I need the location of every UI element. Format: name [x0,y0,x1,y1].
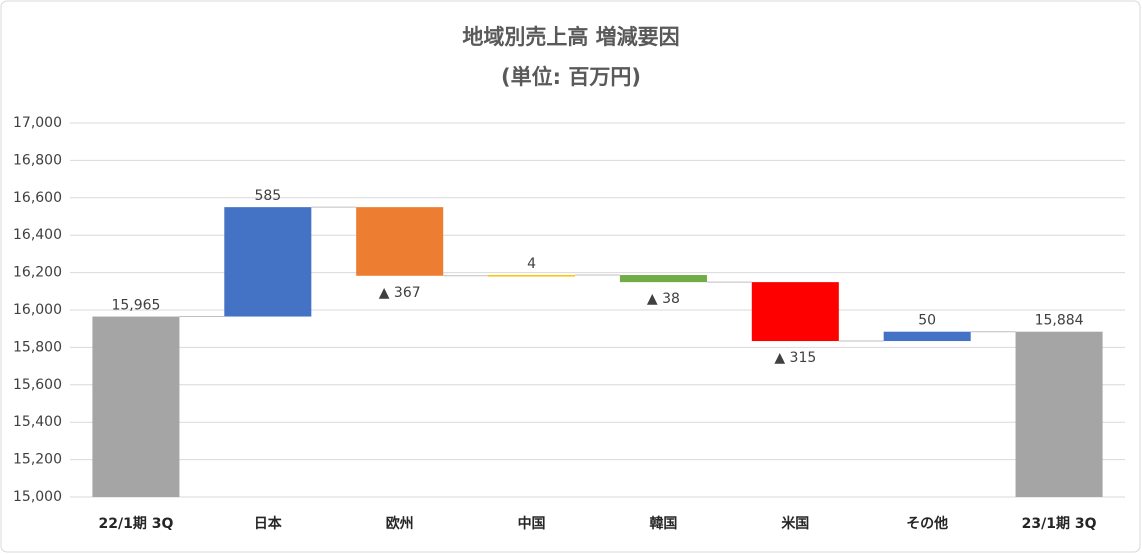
data-label: 585 [254,188,281,204]
bar [751,282,839,342]
y-tick-label: 15,800 [13,339,62,355]
bar [92,316,180,497]
bar [1015,331,1103,497]
data-label: 50 [918,313,936,329]
y-tick-label: 16,000 [13,302,62,318]
x-tick-label: 23/1期 3Q [1022,516,1097,532]
x-tick-label: その他 [906,515,948,532]
y-tick-label: 15,600 [13,377,62,393]
data-label: 15,884 [1035,313,1084,329]
bar [488,275,576,277]
bar [356,207,444,276]
y-tick-label: 16,600 [13,190,62,206]
data-label: ▲ 315 [774,350,816,366]
data-label: ▲ 367 [379,285,421,301]
x-tick-label: 米国 [781,515,809,532]
x-tick-label: 欧州 [386,515,414,532]
chart-title: 地域別売上高 増減要因 [462,25,679,49]
y-tick-label: 15,000 [13,489,62,505]
y-tick-label: 16,200 [13,265,62,281]
x-tick-label: 中国 [518,515,546,532]
x-tick-label: 韓国 [649,515,677,532]
x-tick-label: 22/1期 3Q [99,516,174,532]
x-tick-label: 日本 [254,515,283,532]
y-tick-label: 17,000 [13,115,62,131]
y-tick-label: 15,400 [13,414,62,430]
data-label: 4 [527,256,536,272]
data-label: ▲ 38 [647,291,680,307]
y-tick-label: 15,200 [13,452,62,468]
bar [883,331,971,342]
bar [224,207,312,317]
y-tick-label: 16,400 [13,227,62,243]
y-tick-label: 16,800 [13,152,62,168]
bar [619,275,707,283]
data-label: 15,965 [111,298,160,314]
chart-subtitle: (単位: 百万円) [501,65,641,89]
